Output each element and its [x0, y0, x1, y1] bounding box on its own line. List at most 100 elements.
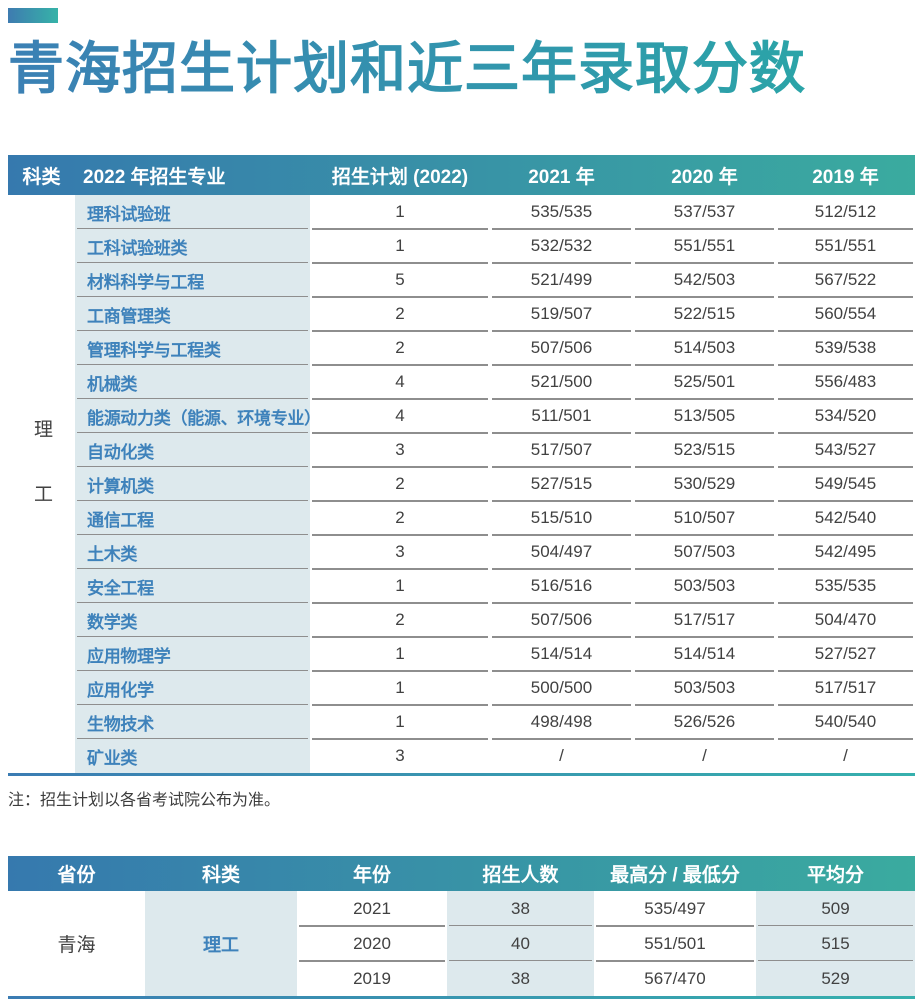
score-2019-cell: 504/470	[776, 603, 915, 638]
score-2019-cell: 560/554	[776, 297, 915, 332]
year-cell: 2019	[353, 968, 391, 988]
score-2021-cell: 498/498	[490, 705, 633, 740]
count-cell: 40	[447, 926, 594, 962]
score-2020-cell: 522/515	[633, 297, 776, 332]
max-min-cell: 551/501	[594, 926, 756, 962]
plan-cell: 1	[310, 229, 490, 264]
major-cell: 材料科学与工程	[75, 263, 310, 298]
col-header-plan: 招生计划 (2022)	[331, 166, 469, 188]
score-2020-cell: 526/526	[633, 705, 776, 740]
score-2021-cell: 521/499	[490, 263, 633, 298]
admission-plan-rows: 理科试验班 1 535/535 537/537 512/512 工科试验班类 1…	[75, 195, 915, 773]
col-header-max-min: 最高分 / 最低分	[610, 865, 740, 886]
col-header-year: 年份	[352, 865, 391, 886]
score-2021-cell: 515/510	[490, 501, 633, 536]
score-2019-cell: 567/522	[776, 263, 915, 298]
score-2019-cell: 517/517	[776, 671, 915, 706]
score-2020-cell: 513/505	[633, 399, 776, 434]
score-2019-cell: 512/512	[776, 195, 915, 230]
score-2021-cell: 507/506	[490, 331, 633, 366]
score-2020-cell: 517/517	[633, 603, 776, 638]
year-cell: 2021	[297, 891, 447, 927]
max-min-cell: 567/470	[644, 968, 706, 988]
table-row: 2019 38 567/470 529	[297, 961, 915, 996]
major-cell: 计算机类	[75, 467, 310, 502]
score-2021-cell: 500/500	[490, 671, 633, 706]
major-cell: 应用物理学	[75, 637, 310, 672]
score-2019-cell: /	[843, 746, 848, 765]
category-cell: 理工	[8, 195, 75, 773]
score-2019-cell: 543/527	[776, 433, 915, 468]
table-row: 矿业类 3 / / /	[75, 739, 915, 773]
score-2020-cell: 525/501	[633, 365, 776, 400]
score-2019-cell: 534/520	[776, 399, 915, 434]
col-header-2020: 2020 年	[671, 166, 738, 188]
province-cell: 青海	[57, 935, 96, 956]
plan-cell: 2	[310, 603, 490, 638]
average-cell: 515	[756, 926, 915, 962]
major-cell: 管理科学与工程类	[75, 331, 310, 366]
score-2020-cell: 523/515	[633, 433, 776, 468]
average-cell: 529	[756, 961, 915, 996]
plan-cell: 2	[310, 331, 490, 366]
score-2019-cell: 535/535	[776, 569, 915, 604]
table-row: 应用物理学 1 514/514 514/514 527/527	[75, 637, 915, 672]
major-cell: 工科试验班类	[75, 229, 310, 264]
score-2020-cell: 537/537	[633, 195, 776, 230]
admission-plan-table-body: 理工 理科试验班 1 535/535 537/537 512/512 工科试验班…	[8, 195, 915, 773]
score-2020-cell: 514/514	[633, 637, 776, 672]
summary-table: 省份 科类 年份 招生人数 最高分 / 最低分 平均分 青海 理工 2021 3…	[8, 856, 915, 999]
table-row: 应用化学 1 500/500 503/503 517/517	[75, 671, 915, 706]
admission-plan-table-header: 科类 2022 年招生专业 招生计划 (2022) 2021 年 2020 年 …	[8, 155, 915, 195]
year-cell: 2020	[297, 926, 447, 962]
score-2021-cell: 514/514	[490, 637, 633, 672]
col-header-2019: 2019 年	[812, 166, 879, 188]
major-cell: 土木类	[75, 535, 310, 570]
plan-cell: 3	[310, 535, 490, 570]
table-row: 自动化类 3 517/507 523/515 543/527	[75, 433, 915, 468]
table-row: 机械类 4 521/500 525/501 556/483	[75, 365, 915, 400]
table-row: 管理科学与工程类 2 507/506 514/503 539/538	[75, 331, 915, 366]
table-row: 工商管理类 2 519/507 522/515 560/554	[75, 297, 915, 332]
plan-cell: 5	[310, 263, 490, 298]
plan-cell: 1	[310, 195, 490, 230]
admission-plan-table: 科类 2022 年招生专业 招生计划 (2022) 2021 年 2020 年 …	[8, 155, 915, 776]
col-header-province: 省份	[57, 865, 96, 886]
score-2021-cell: 527/515	[490, 467, 633, 502]
major-cell: 应用化学	[75, 671, 310, 706]
plan-cell: 1	[310, 705, 490, 740]
plan-cell: 1	[310, 637, 490, 672]
major-cell: 数学类	[75, 603, 310, 638]
table-row: 工科试验班类 1 532/532 551/551 551/551	[75, 229, 915, 264]
summary-table-body: 青海 理工 2021 38 535/497 509 2020 40 551/50…	[8, 891, 915, 996]
decorative-gradient-bar	[8, 8, 58, 23]
score-2021-cell: 511/501	[490, 399, 633, 434]
average-cell: 509	[756, 891, 915, 927]
table-row: 数学类 2 507/506 517/517 504/470	[75, 603, 915, 638]
max-min-cell: 535/497	[594, 891, 756, 927]
score-2021-cell: 516/516	[490, 569, 633, 604]
table-bottom-border	[8, 996, 915, 999]
major-cell: 通信工程	[75, 501, 310, 536]
table-row: 理科试验班 1 535/535 537/537 512/512	[75, 195, 915, 230]
category-cell: 理工	[145, 891, 297, 996]
count-cell: 38	[447, 891, 594, 927]
score-2021-cell: 521/500	[490, 365, 633, 400]
score-2020-cell: 503/503	[633, 569, 776, 604]
table-row: 能源动力类（能源、环境专业） 4 511/501 513/505 534/520	[75, 399, 915, 434]
plan-cell: 2	[310, 501, 490, 536]
major-cell: 安全工程	[75, 569, 310, 604]
plan-cell: 2	[310, 297, 490, 332]
note-text: 注：招生计划以各省考试院公布为准。	[8, 792, 281, 809]
plan-cell: 1	[310, 569, 490, 604]
col-header-2021: 2021 年	[528, 166, 595, 188]
score-2021-cell: 535/535	[490, 195, 633, 230]
major-cell: 工商管理类	[75, 297, 310, 332]
plan-cell: 2	[310, 467, 490, 502]
score-2020-cell: 507/503	[633, 535, 776, 570]
summary-table-header: 省份 科类 年份 招生人数 最高分 / 最低分 平均分	[8, 856, 915, 891]
table-row: 2020 40 551/501 515	[297, 926, 915, 962]
score-2019-cell: 539/538	[776, 331, 915, 366]
table-row: 材料科学与工程 5 521/499 542/503 567/522	[75, 263, 915, 298]
plan-cell: 4	[310, 399, 490, 434]
